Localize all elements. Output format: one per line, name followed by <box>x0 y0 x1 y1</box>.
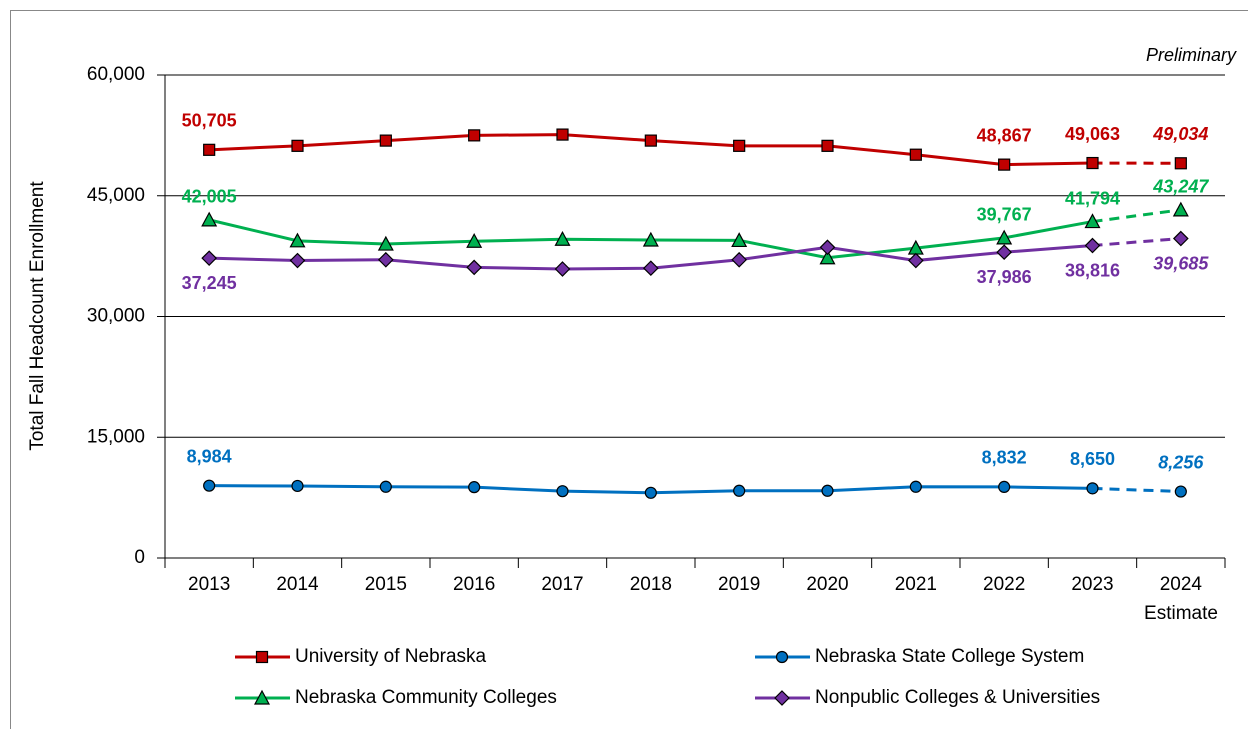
x-tick-label: 2019 <box>718 574 760 595</box>
marker <box>819 239 836 256</box>
marker <box>821 139 834 152</box>
data-label: 50,705 <box>182 111 237 131</box>
marker <box>468 481 481 494</box>
data-label: 8,832 <box>982 448 1027 468</box>
marker <box>203 143 216 156</box>
marker <box>556 128 569 141</box>
marker <box>1086 482 1099 495</box>
x-tick-label: 2014 <box>276 574 319 595</box>
series-line-estimate <box>1092 486 1181 494</box>
marker <box>644 134 657 147</box>
y-tick-label: 30,000 <box>87 306 145 327</box>
data-label: 48,867 <box>977 125 1032 145</box>
marker <box>1086 156 1099 170</box>
marker <box>1084 237 1101 254</box>
chart-frame <box>10 10 1248 729</box>
marker <box>909 480 922 493</box>
y-tick-label: 0 <box>134 547 145 568</box>
marker <box>909 148 922 161</box>
legend-label: Nebraska Community Colleges <box>295 687 557 708</box>
x-tick-label: 2017 <box>541 574 583 595</box>
legend-label: Nonpublic Colleges & Universities <box>815 687 1100 708</box>
x-tick-label: 2024 <box>1160 574 1203 595</box>
y-tick-label: 45,000 <box>87 185 145 206</box>
marker <box>554 261 571 277</box>
marker <box>998 158 1011 171</box>
marker <box>1174 485 1187 498</box>
data-label: 8,650 <box>1070 449 1115 469</box>
marker <box>996 229 1013 245</box>
marker <box>1172 201 1189 217</box>
legend-marker <box>255 650 269 664</box>
marker <box>377 251 394 268</box>
estimate-note: Estimate <box>1144 603 1218 624</box>
marker <box>556 485 569 498</box>
x-tick-label: 2020 <box>806 574 848 595</box>
marker <box>733 139 746 152</box>
data-label: 8,984 <box>187 446 232 466</box>
data-label: 37,986 <box>977 267 1032 287</box>
marker <box>466 259 483 276</box>
marker <box>554 230 571 246</box>
series-line-estimate <box>1092 208 1182 224</box>
marker <box>644 486 657 499</box>
marker <box>289 252 306 269</box>
data-label: 49,034 <box>1152 124 1208 144</box>
marker <box>289 232 306 248</box>
data-label: 49,063 <box>1065 124 1120 144</box>
marker <box>907 252 924 269</box>
x-tick-label: 2022 <box>983 574 1025 595</box>
marker <box>731 251 748 268</box>
marker <box>201 211 218 227</box>
data-label: 43,247 <box>1152 177 1209 197</box>
marker <box>642 231 659 247</box>
data-label: 41,794 <box>1065 188 1120 208</box>
y-axis-label: Total Fall Headcount Enrollment <box>27 181 48 451</box>
marker <box>468 129 481 142</box>
data-label: 37,245 <box>182 273 237 293</box>
marker <box>996 244 1013 261</box>
x-tick-label: 2015 <box>365 574 407 595</box>
marker <box>377 235 394 251</box>
y-tick-label: 15,000 <box>87 426 145 447</box>
marker <box>203 479 216 492</box>
x-tick-label: 2023 <box>1071 574 1113 595</box>
marker <box>821 484 834 497</box>
data-label: 39,685 <box>1153 253 1209 273</box>
y-tick-label: 60,000 <box>87 64 145 85</box>
data-label: 38,816 <box>1065 260 1120 280</box>
x-tick-label: 2021 <box>895 574 937 595</box>
marker <box>731 232 748 248</box>
marker <box>201 250 218 267</box>
legend-marker <box>253 689 271 705</box>
x-tick-label: 2018 <box>630 574 672 595</box>
marker <box>379 134 392 147</box>
data-label: 8,256 <box>1158 452 1204 472</box>
legend-marker <box>775 650 789 664</box>
legend-label: Nebraska State College System <box>815 646 1084 667</box>
marker <box>1174 157 1187 170</box>
x-tick-label: 2016 <box>453 574 495 595</box>
marker <box>379 480 392 493</box>
marker <box>291 139 304 152</box>
marker <box>291 479 304 493</box>
marker <box>1084 213 1101 229</box>
marker <box>733 484 746 497</box>
marker <box>1172 230 1189 247</box>
legend-marker <box>774 690 790 706</box>
data-label: 42,005 <box>182 187 237 207</box>
marker <box>642 260 659 277</box>
marker <box>466 232 483 248</box>
legend-label: University of Nebraska <box>295 646 487 667</box>
marker <box>819 249 836 265</box>
preliminary-note: Preliminary <box>1146 45 1237 65</box>
x-tick-label: 2013 <box>188 574 230 595</box>
marker <box>998 480 1011 494</box>
data-label: 39,767 <box>977 205 1032 225</box>
series-line-estimate <box>1092 237 1181 248</box>
